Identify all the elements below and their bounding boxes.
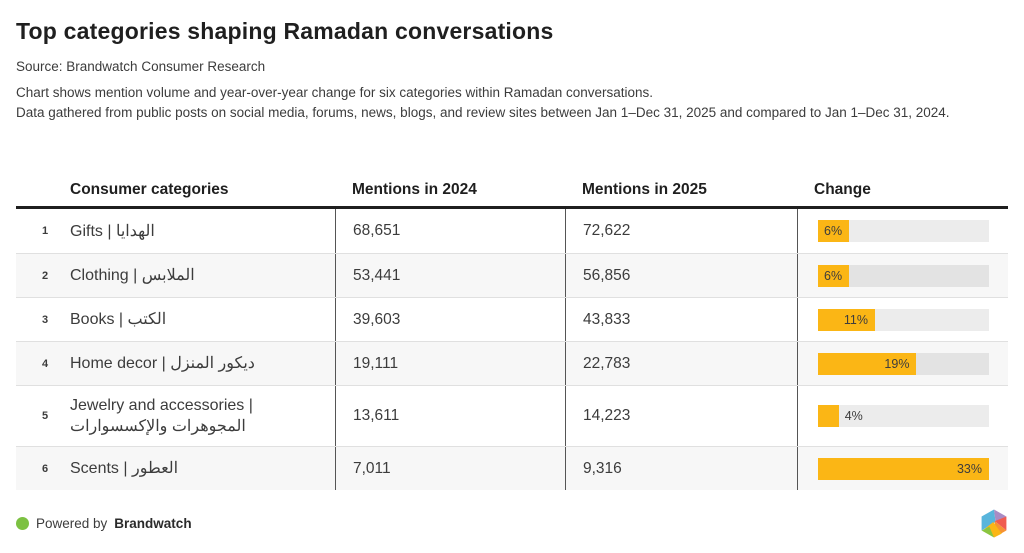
change-bar-track: 4% (818, 405, 989, 427)
change-value: 6% (824, 224, 843, 238)
change-bar-track: 33% (818, 457, 989, 480)
powered-by: Powered by Brandwatch (16, 516, 192, 531)
table-header-row: Consumer categories Mentions in 2024 Men… (16, 174, 1008, 209)
row-category: Home decor | ديكور المنزل (70, 355, 255, 372)
change-bar: 33% (818, 457, 989, 480)
header-consumer-categories: Consumer categories (70, 181, 229, 198)
description: Chart shows mention volume and year-over… (16, 83, 1008, 123)
powered-by-label: Powered by (36, 516, 108, 531)
table-row: 6 Scents | العطور 7,011 9,316 33% (16, 446, 1008, 490)
row-change-cell: 19% (797, 342, 1008, 385)
change-value: 19% (884, 356, 910, 371)
change-bar-track: 19% (818, 352, 989, 375)
row-category: Scents | العطور (70, 460, 179, 477)
row-mentions-2025: 9,316 (565, 447, 797, 490)
header-change: Change (814, 181, 871, 198)
row-category: Gifts | الهدايا (70, 222, 155, 240)
header-mentions-2024: Mentions in 2024 (352, 181, 477, 198)
row-rank: 6 (42, 462, 49, 475)
change-bar: 4% (818, 405, 863, 427)
row-mentions-2024: 19,111 (335, 342, 565, 385)
row-change-cell: 11% (797, 298, 1008, 341)
row-rank: 5 (42, 410, 49, 422)
source-line: Source: Brandwatch Consumer Research (16, 59, 266, 74)
table-row: 3 Books | الكتب 39,603 43,833 11% (16, 297, 1008, 341)
change-bar-track: 11% (818, 308, 989, 331)
row-rank: 2 (42, 269, 49, 282)
row-mentions-2025: 43,833 (565, 298, 797, 341)
change-value: 11% (843, 312, 868, 327)
change-bar: 6% (818, 220, 850, 242)
footer: Powered by Brandwatch (16, 508, 1008, 539)
row-category: Clothing | الملابس (70, 267, 195, 284)
row-change-cell: 6% (797, 254, 1008, 297)
page-title: Top categories shaping Ramadan conversat… (16, 18, 554, 44)
row-mentions-2025: 56,856 (565, 254, 797, 297)
row-change-cell: 4% (797, 386, 1008, 446)
change-bar-track: 6% (818, 264, 989, 287)
table-row: 1 Gifts | الهدايا 68,651 72,622 6% (16, 209, 1008, 253)
row-rank: 3 (42, 313, 49, 326)
row-mentions-2024: 13,611 (335, 386, 565, 446)
header-mentions-2025: Mentions in 2025 (582, 181, 707, 198)
row-rank: 4 (42, 357, 49, 370)
row-change-cell: 6% (797, 209, 1008, 253)
change-bar: 11% (818, 308, 875, 331)
categories-table: Consumer categories Mentions in 2024 Men… (16, 174, 1008, 490)
table-row: 2 Clothing | الملابس 53,441 56,856 6% (16, 253, 1008, 297)
row-change-cell: 33% (797, 447, 1008, 490)
table-row: 4 Home decor | ديكور المنزل 19,111 22,78… (16, 341, 1008, 385)
change-bar-track: 6% (818, 220, 989, 242)
green-dot-icon (16, 517, 29, 530)
change-value: 4% (844, 409, 863, 423)
change-bar: 19% (818, 352, 917, 375)
row-mentions-2024: 68,651 (335, 209, 565, 253)
change-value: 6% (824, 268, 843, 283)
row-rank: 1 (42, 225, 49, 237)
row-mentions-2024: 39,603 (335, 298, 565, 341)
change-bar: 6% (818, 264, 850, 287)
row-mentions-2025: 72,622 (565, 209, 797, 253)
table-row: 5 Jewelry and accessories | المجوهرات وا… (16, 385, 1008, 446)
row-mentions-2025: 22,783 (565, 342, 797, 385)
change-value: 33% (956, 461, 982, 476)
brandwatch-wordmark: Brandwatch (114, 516, 192, 531)
row-category: Books | الكتب (70, 311, 167, 328)
description-line-1: Chart shows mention volume and year-over… (16, 85, 654, 100)
row-mentions-2024: 53,441 (335, 254, 565, 297)
description-line-2: Data gathered from public posts on socia… (16, 105, 950, 120)
row-mentions-2025: 14,223 (565, 386, 797, 446)
row-category: Jewelry and accessories | المجوهرات والإ… (70, 397, 253, 435)
row-mentions-2024: 7,011 (335, 447, 565, 490)
brandwatch-hexagon-logo-icon (981, 509, 1007, 538)
